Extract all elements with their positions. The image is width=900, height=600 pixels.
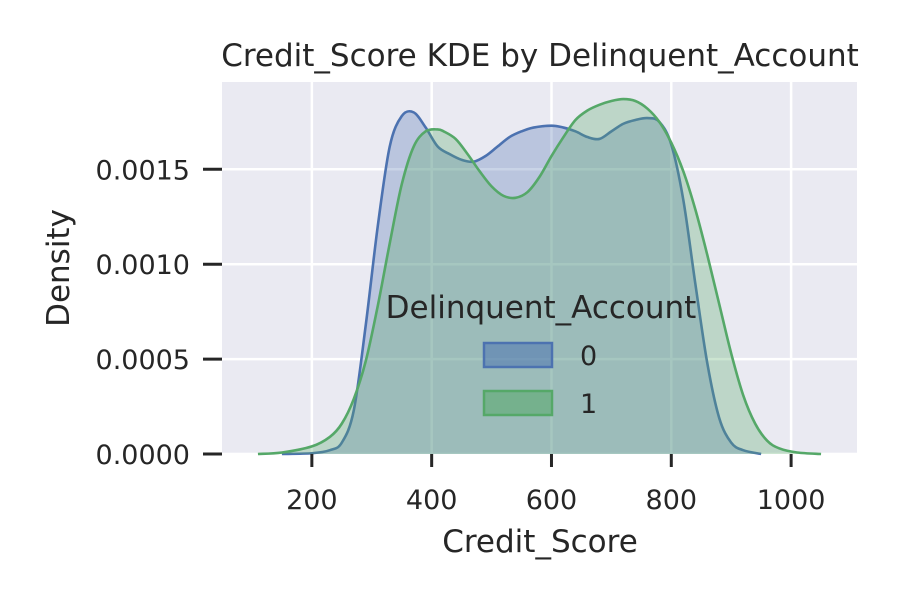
legend: Delinquent_Account 0 1 [386, 290, 697, 420]
x-tick-label: 800 [646, 485, 698, 516]
x-tick-label: 1000 [757, 485, 826, 516]
legend-swatch-0 [482, 341, 554, 369]
legend-title: Delinquent_Account [386, 290, 697, 326]
legend-label-0: 0 [580, 341, 597, 372]
y-tick-label: 0.0005 [96, 345, 190, 376]
x-tick-label: 400 [406, 485, 458, 516]
x-axis-label: Credit_Score [442, 524, 638, 560]
legend-swatch-1 [482, 389, 554, 417]
legend-label-1: 1 [580, 389, 597, 420]
y-tick-label: 0.0010 [96, 250, 190, 281]
density-line-1 [257, 97, 822, 456]
y-tick-label: 0.0015 [96, 155, 190, 186]
density-series [257, 97, 822, 456]
density-area-1 [257, 99, 822, 454]
density-line-0 [281, 109, 762, 456]
density-area-0 [281, 111, 762, 455]
y-tick-label: 0.0000 [96, 440, 190, 471]
y-axis-label: Density [41, 209, 77, 327]
y-axis-ticks: 0.0000 0.0005 0.0010 0.0015 [96, 155, 222, 471]
x-tick-label: 600 [526, 485, 578, 516]
x-tick-label: 200 [286, 485, 338, 516]
x-axis-ticks: 200 400 600 800 1000 [286, 454, 825, 516]
chart-title: Credit_Score KDE by Delinquent_Account [221, 38, 859, 74]
y-gridlines [222, 168, 857, 456]
